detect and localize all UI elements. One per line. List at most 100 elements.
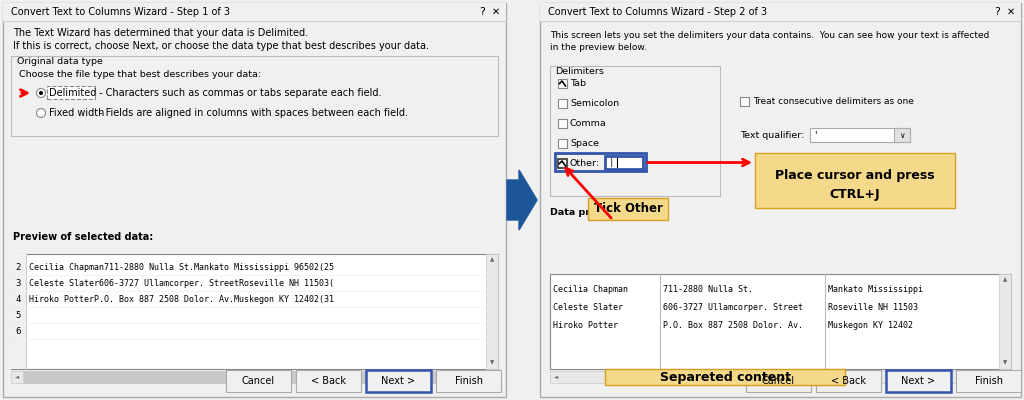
- Bar: [550, 274, 1011, 369]
- Text: ∨: ∨: [899, 130, 905, 140]
- Bar: [999, 274, 1011, 369]
- Bar: [558, 139, 567, 148]
- Bar: [436, 370, 501, 392]
- Text: Hiroko Potter: Hiroko Potter: [553, 322, 618, 330]
- Text: ✕: ✕: [492, 7, 500, 17]
- Text: 4: 4: [15, 296, 20, 304]
- Text: Choose the file type that best describes your data:: Choose the file type that best describes…: [19, 70, 261, 79]
- Text: ▼: ▼: [1002, 360, 1008, 366]
- Text: Place cursor and press: Place cursor and press: [775, 168, 935, 182]
- Bar: [540, 3, 1021, 21]
- Text: ▲: ▲: [1002, 278, 1008, 282]
- Text: Space: Space: [570, 139, 599, 148]
- Text: ▲: ▲: [489, 258, 495, 262]
- Bar: [3, 3, 506, 21]
- Text: Cancel: Cancel: [242, 376, 275, 386]
- Text: Delimited: Delimited: [49, 88, 96, 98]
- Bar: [746, 370, 811, 392]
- Text: Convert Text to Columns Wizard - Step 1 of 3: Convert Text to Columns Wizard - Step 1 …: [11, 7, 230, 17]
- Circle shape: [37, 108, 45, 118]
- Text: 6: 6: [15, 328, 20, 336]
- Text: This screen lets you set the delimiters your data contains.  You can see how you: This screen lets you set the delimiters …: [550, 31, 989, 40]
- Bar: [11, 371, 498, 383]
- Bar: [558, 79, 567, 88]
- Text: If this is correct, choose Next, or choose the data type that best describes you: If this is correct, choose Next, or choo…: [13, 41, 429, 51]
- Text: < Back: < Back: [831, 376, 866, 386]
- Text: 3: 3: [15, 280, 20, 288]
- Bar: [23, 371, 450, 383]
- Bar: [296, 370, 361, 392]
- Text: Next >: Next >: [381, 376, 416, 386]
- Bar: [588, 198, 668, 220]
- Text: |: |: [609, 158, 614, 167]
- Text: Muskegon KY 12402: Muskegon KY 12402: [828, 322, 913, 330]
- Text: 606-3727 Ullamcorper. Street: 606-3727 Ullamcorper. Street: [663, 304, 803, 312]
- Text: Finish: Finish: [455, 376, 482, 386]
- Text: CTRL+J: CTRL+J: [829, 188, 881, 201]
- Text: Finish: Finish: [975, 376, 1002, 386]
- Bar: [11, 56, 498, 136]
- Bar: [47, 86, 95, 99]
- Bar: [366, 370, 431, 392]
- Text: ✕: ✕: [1007, 7, 1015, 17]
- Polygon shape: [507, 170, 537, 230]
- Text: 2: 2: [15, 264, 20, 272]
- Bar: [886, 370, 951, 392]
- Text: Data preview: Data preview: [550, 208, 621, 217]
- Bar: [810, 128, 910, 142]
- Text: ►: ►: [478, 374, 482, 380]
- Bar: [740, 97, 749, 106]
- Bar: [558, 159, 567, 168]
- Circle shape: [37, 88, 45, 98]
- Text: Hiroko PotterP.O. Box 887 2508 Dolor. Av.Muskegon KY 12402(31: Hiroko PotterP.O. Box 887 2508 Dolor. Av…: [29, 296, 334, 304]
- Text: Celeste Slater: Celeste Slater: [553, 304, 623, 312]
- Text: ►: ►: [991, 374, 995, 380]
- Circle shape: [39, 91, 43, 95]
- Text: P.O. Box 887 2508 Dolor. Av.: P.O. Box 887 2508 Dolor. Av.: [663, 322, 803, 330]
- Text: Mankato Mississippi: Mankato Mississippi: [828, 286, 923, 294]
- Text: ◄: ◄: [554, 374, 558, 380]
- Bar: [558, 119, 567, 128]
- Text: Text qualifier:: Text qualifier:: [740, 132, 805, 140]
- Text: Tab: Tab: [570, 79, 586, 88]
- Text: Convert Text to Columns Wizard - Step 2 of 3: Convert Text to Columns Wizard - Step 2 …: [548, 7, 767, 17]
- Text: - Characters such as commas or tabs separate each field.: - Characters such as commas or tabs sepa…: [99, 88, 382, 98]
- Bar: [11, 254, 498, 369]
- Bar: [558, 99, 567, 108]
- Bar: [540, 3, 1021, 397]
- Text: The Text Wizard has determined that your data is Delimited.: The Text Wizard has determined that your…: [13, 28, 308, 38]
- Text: ': ': [814, 130, 816, 140]
- Text: 711-2880 Nulla St.: 711-2880 Nulla St.: [663, 286, 753, 294]
- Text: Treat consecutive delimiters as one: Treat consecutive delimiters as one: [753, 97, 913, 106]
- Text: - Fields are aligned in columns with spaces between each field.: - Fields are aligned in columns with spa…: [99, 108, 408, 118]
- Text: ?: ?: [994, 7, 1000, 17]
- Text: < Back: < Back: [311, 376, 346, 386]
- Bar: [550, 66, 720, 196]
- Text: Cancel: Cancel: [762, 376, 795, 386]
- Text: Preview of selected data:: Preview of selected data:: [13, 232, 154, 242]
- Text: Tick Other: Tick Other: [594, 202, 663, 216]
- Bar: [11, 254, 26, 369]
- Bar: [550, 371, 1011, 383]
- Bar: [605, 156, 643, 169]
- Text: Roseville NH 11503: Roseville NH 11503: [828, 304, 918, 312]
- Text: Cecilia Chapman: Cecilia Chapman: [553, 286, 628, 294]
- Bar: [956, 370, 1021, 392]
- Bar: [226, 370, 291, 392]
- Text: Comma: Comma: [570, 119, 607, 128]
- Text: ◄: ◄: [15, 374, 19, 380]
- Text: Semicolon: Semicolon: [570, 99, 620, 108]
- Bar: [894, 128, 910, 142]
- Bar: [486, 254, 498, 369]
- Text: Next >: Next >: [901, 376, 936, 386]
- Text: ?: ?: [479, 7, 485, 17]
- Text: in the preview below.: in the preview below.: [550, 43, 647, 52]
- Text: Delimiters: Delimiters: [555, 67, 604, 76]
- Bar: [3, 3, 506, 397]
- Bar: [605, 369, 845, 385]
- Text: Separeted content: Separeted content: [659, 370, 791, 384]
- Text: Other:: Other:: [570, 159, 600, 168]
- Text: 5: 5: [15, 312, 20, 320]
- Text: Original data type: Original data type: [17, 57, 102, 66]
- Bar: [816, 370, 881, 392]
